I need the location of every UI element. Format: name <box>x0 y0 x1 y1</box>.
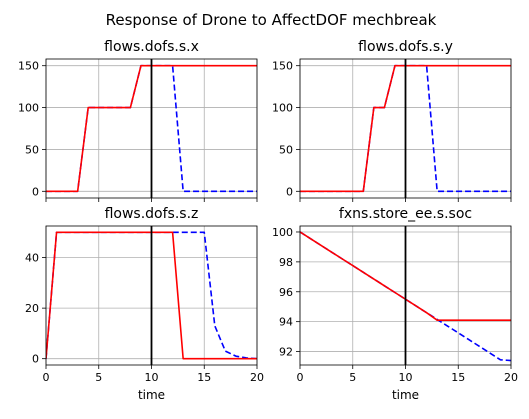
y-tick-label: 94 <box>279 316 293 329</box>
y-tick-label: 100 <box>18 102 39 115</box>
x-tick-label: 5 <box>95 371 102 384</box>
subplot-title: flows.dofs.s.x <box>104 39 199 55</box>
x-axis-label: time <box>392 388 419 402</box>
subplot-4: 0 5 10 15 20 92 94 96 98 100 fxns.store_ee.s.socti… <box>272 206 518 402</box>
x-tick-label: 15 <box>197 371 211 384</box>
y-tick-label: 20 <box>25 302 39 315</box>
y-tick-label: 0 <box>32 185 39 198</box>
x-tick-label: 5 <box>349 371 356 384</box>
x-tick-label: 0 <box>297 371 304 384</box>
subplot-3: 0 5 10 15 20 0 20 40 flows.dofs.s.z time <box>25 206 264 402</box>
y-tick-label: 40 <box>25 252 39 265</box>
x-tick-label: 10 <box>145 371 159 384</box>
y-tick-label: 0 <box>286 185 293 198</box>
x-tick-label: 0 <box>43 371 50 384</box>
x-tick-label: 10 <box>399 371 413 384</box>
x-tick-label: 15 <box>451 371 465 384</box>
y-tick-label: 92 <box>279 346 293 359</box>
subplot-title: fxns.store_ee.s.soc <box>339 206 472 222</box>
subplot-title: flows.dofs.s.y <box>358 39 453 55</box>
y-tick-label: 50 <box>25 143 39 156</box>
x-axis-label: time <box>138 388 165 402</box>
y-tick-label: 100 <box>272 102 293 115</box>
y-tick-label: 150 <box>18 60 39 73</box>
subplot-title: flows.dofs.s.z <box>105 206 199 222</box>
subplot-2: 0 50 100 150 flows.dofs.s.y <box>272 39 512 202</box>
x-tick-label: 20 <box>250 371 264 384</box>
figure-suptitle: Response of Drone to AffectDOF mechbreak <box>106 11 437 29</box>
subplot-1: 0 50 100 150 flows.dofs.s.x <box>18 39 258 202</box>
y-tick-label: 96 <box>279 286 293 299</box>
y-tick-label: 150 <box>272 60 293 73</box>
y-tick-label: 100 <box>272 226 293 239</box>
y-tick-label: 0 <box>32 353 39 366</box>
y-tick-label: 98 <box>279 256 293 269</box>
y-tick-label: 50 <box>279 143 293 156</box>
x-tick-label: 20 <box>504 371 518 384</box>
